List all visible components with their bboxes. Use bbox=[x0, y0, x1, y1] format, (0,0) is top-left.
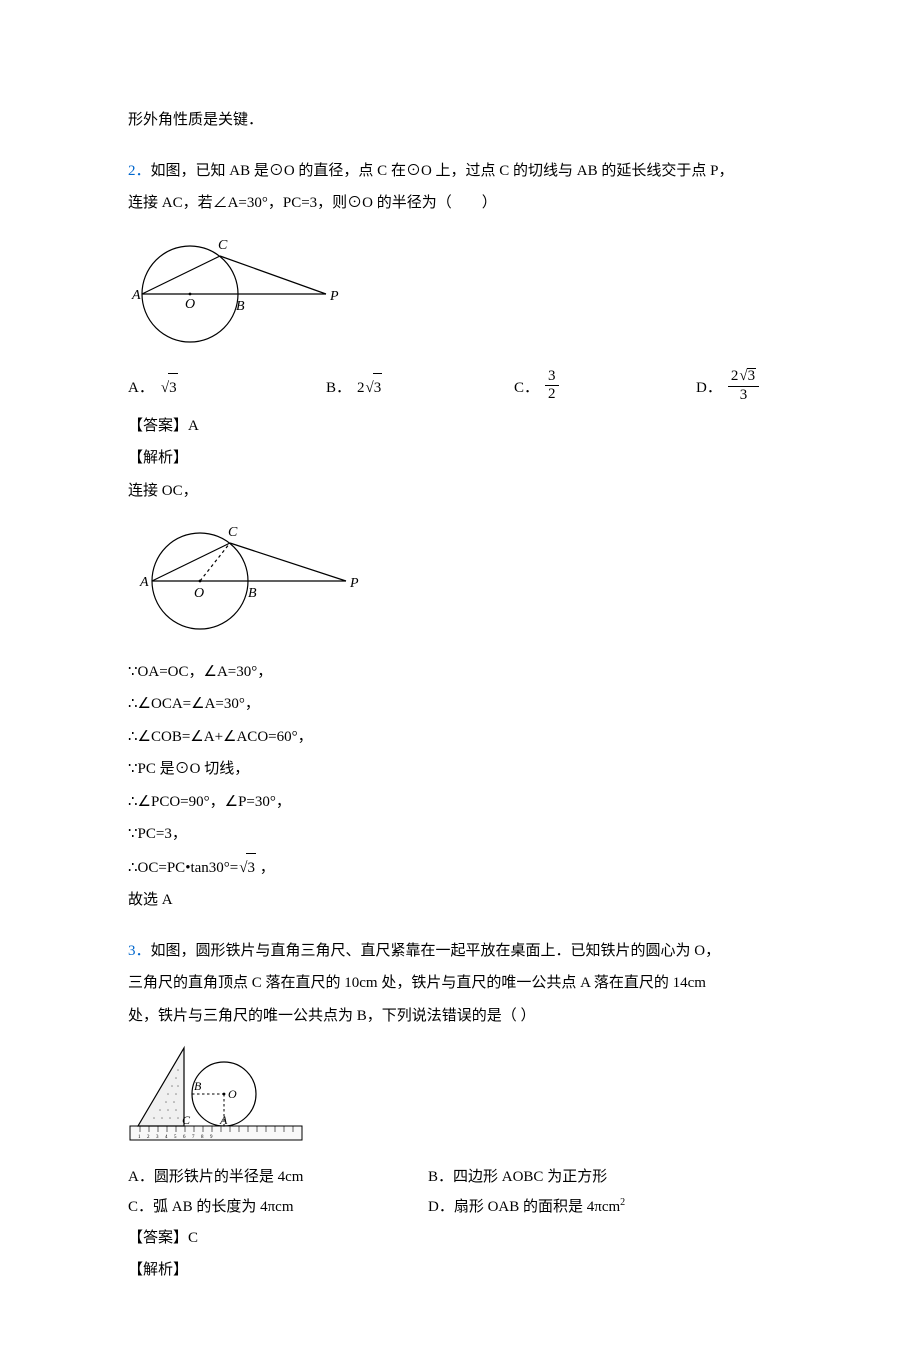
q3-stem-text1: 如图，圆形铁片与直角三角尺、直尺紧靠在一起平放在桌面上．已知铁片的圆心为 O， bbox=[151, 943, 721, 959]
q2-figure-1-svg: A O B C P bbox=[128, 224, 348, 352]
svg-text:O: O bbox=[185, 297, 195, 312]
q3-answer-line: 【答案】C bbox=[128, 1224, 792, 1253]
q3-number: 3． bbox=[128, 943, 151, 959]
svg-text:B: B bbox=[248, 586, 257, 601]
q2-choice-a-value: 3 bbox=[160, 373, 178, 403]
q3-explanation-label: 【解析】 bbox=[128, 1256, 792, 1285]
q3-choices-row2: C．弧 AB 的长度为 4πcm D．扇形 OAB 的面积是 4πcm2 bbox=[128, 1193, 792, 1222]
q2-number: 2． bbox=[128, 163, 151, 179]
q2-expl-line-2: ∴∠OCA=∠A=30°， bbox=[128, 690, 792, 719]
q2-answer-line: 【答案】A bbox=[128, 412, 792, 441]
q2-expl-oc-sqrt: 3 bbox=[238, 853, 256, 883]
q2-choice-b-value: 3 bbox=[365, 373, 383, 403]
q2-choice-a-label: A． bbox=[128, 374, 154, 403]
q3-choice-b: B．四边形 AOBC 为正方形 bbox=[428, 1163, 607, 1192]
svg-text:P: P bbox=[329, 289, 339, 304]
q2-expl-final: 故选 A bbox=[128, 886, 792, 915]
q2-choice-c: C． 3 2 bbox=[514, 371, 696, 406]
q3-choice-b-text: 四边形 AOBC 为正方形 bbox=[453, 1169, 607, 1185]
q3-choice-d-sup: 2 bbox=[620, 1197, 625, 1208]
q3-choice-a: A．圆形铁片的半径是 4cm bbox=[128, 1163, 428, 1192]
q2-expl-line-5: ∴∠PCO=90°，∠P=30°， bbox=[128, 788, 792, 817]
page: 形外角性质是关键． 2．如图，已知 AB 是⊙O 的直径，点 C 在⊙O 上，过… bbox=[0, 0, 920, 1349]
svg-text:C: C bbox=[182, 1113, 191, 1127]
q3-choice-c-text: 弧 AB 的长度为 4πcm bbox=[153, 1199, 294, 1215]
q2-stem-line1: 2．如图，已知 AB 是⊙O 的直径，点 C 在⊙O 上，过点 C 的切线与 A… bbox=[128, 157, 792, 186]
q3-choices-row1: A．圆形铁片的半径是 4cm B．四边形 AOBC 为正方形 bbox=[128, 1163, 792, 1192]
q3-choice-d: D．扇形 OAB 的面积是 4πcm2 bbox=[428, 1193, 625, 1222]
q2-explanation-label: 【解析】 bbox=[128, 444, 792, 473]
q2-choice-b-prefix: 2 bbox=[357, 374, 365, 403]
q2-stem-line2: 连接 AC，若∠A=30°，PC=3，则⊙O 的半径为（ ） bbox=[128, 189, 792, 218]
q2-choice-b: B． 23 bbox=[326, 373, 514, 403]
q3-choice-d-text: 扇形 OAB 的面积是 4πcm bbox=[454, 1199, 620, 1215]
svg-text:O: O bbox=[194, 586, 204, 601]
q3-choice-d-label: D． bbox=[428, 1199, 454, 1215]
q2-choice-c-value: 3 2 bbox=[545, 369, 559, 404]
svg-text:A: A bbox=[219, 1113, 228, 1127]
q3-choice-a-label: A． bbox=[128, 1169, 154, 1185]
q2-choice-d: D． 23 3 bbox=[696, 370, 759, 406]
q2-choice-c-label: C． bbox=[514, 374, 539, 403]
q2-answer-value: A bbox=[188, 418, 199, 434]
q2-choice-a: A． 3 bbox=[128, 373, 326, 403]
q2-stem-text1: 如图，已知 AB 是⊙O 的直径，点 C 在⊙O 上，过点 C 的切线与 AB … bbox=[151, 163, 734, 179]
spacer bbox=[128, 139, 792, 157]
q2-choice-b-label: B． bbox=[326, 374, 351, 403]
q3-choice-b-label: B． bbox=[428, 1169, 453, 1185]
q3-figure-svg: 123 456 789 O C bbox=[128, 1036, 304, 1144]
q3-answer-value: C bbox=[188, 1230, 198, 1246]
q2-expl-line-4: ∵PC 是⊙O 切线， bbox=[128, 755, 792, 784]
q2-expl-line-oc: ∴OC=PC•tan30°=3 ， bbox=[128, 853, 792, 883]
svg-text:P: P bbox=[349, 576, 359, 591]
q3-choice-c: C．弧 AB 的长度为 4πcm bbox=[128, 1193, 428, 1222]
svg-text:C: C bbox=[218, 238, 228, 253]
svg-text:C: C bbox=[228, 525, 238, 540]
q2-expl-line-1: ∵OA=OC，∠A=30°， bbox=[128, 658, 792, 687]
q3-choice-c-label: C． bbox=[128, 1199, 153, 1215]
q3-choice-a-text: 圆形铁片的半径是 4cm bbox=[154, 1169, 304, 1185]
q2-diagram-2: A O B C P bbox=[128, 511, 792, 650]
q2-choice-d-label: D． bbox=[696, 374, 722, 403]
svg-text:B: B bbox=[194, 1079, 202, 1093]
svg-text:O: O bbox=[228, 1087, 237, 1101]
q3-stem-line1: 3．如图，圆形铁片与直角三角尺、直尺紧靠在一起平放在桌面上．已知铁片的圆心为 O… bbox=[128, 937, 792, 966]
q2-choices-row: A． 3 B． 23 C． 3 2 D． 23 3 bbox=[128, 370, 792, 406]
spacer bbox=[128, 919, 792, 937]
q2-expl-oc-suffix: ， bbox=[256, 860, 275, 876]
svg-text:A: A bbox=[139, 575, 149, 590]
prev-tail-line: 形外角性质是关键． bbox=[128, 106, 792, 135]
q3-diagram: 123 456 789 O C bbox=[128, 1036, 792, 1155]
q2-answer-label: 【答案】 bbox=[128, 418, 188, 434]
q2-diagram-1: A O B C P bbox=[128, 224, 792, 363]
q2-choice-d-value: 23 3 bbox=[728, 368, 759, 404]
svg-text:A: A bbox=[131, 288, 141, 303]
svg-text:B: B bbox=[236, 299, 245, 314]
q2-expl-line-6: ∵PC=3， bbox=[128, 820, 792, 849]
q2-figure-2-svg: A O B C P bbox=[128, 511, 368, 639]
q2-expl-line-3: ∴∠COB=∠A+∠ACO=60°， bbox=[128, 723, 792, 752]
q3-stem-line2: 三角尺的直角顶点 C 落在直尺的 10cm 处，铁片与直尺的唯一公共点 A 落在… bbox=[128, 969, 792, 998]
q2-expl-line-0: 连接 OC， bbox=[128, 477, 792, 506]
q3-answer-label: 【答案】 bbox=[128, 1230, 188, 1246]
q2-expl-oc-prefix: ∴OC=PC•tan30°= bbox=[128, 860, 238, 876]
q3-stem-line3: 处，铁片与三角尺的唯一公共点为 B，下列说法错误的是（ ） bbox=[128, 1002, 792, 1031]
